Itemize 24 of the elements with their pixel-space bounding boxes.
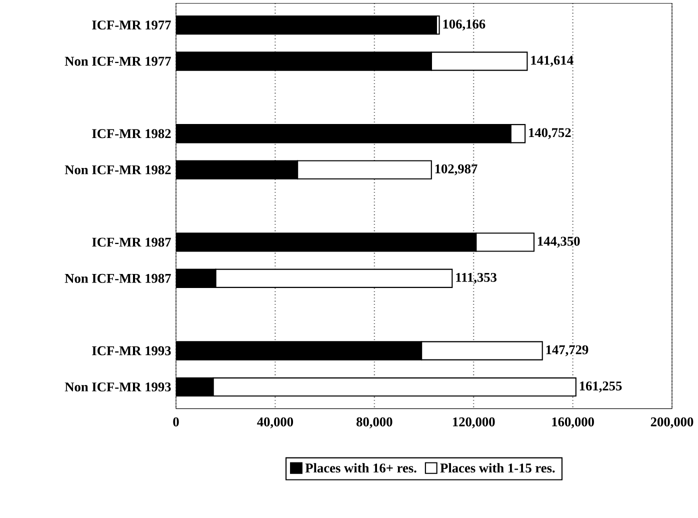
x-tick-label: 40,000 (257, 417, 294, 428)
y-tick-label: ICF-MR 1982 (92, 129, 171, 138)
total-label: 141,614 (531, 56, 574, 67)
y-tick-label: Non ICF-MR 1987 (64, 274, 171, 283)
y-tick-label: Non ICF-MR 1977 (64, 56, 171, 66)
total-label: 111,353 (456, 272, 497, 284)
y-tick-label: ICF-MR 1977 (92, 20, 171, 30)
y-tick-label: Non ICF-MR 1993 (64, 382, 171, 392)
total-label: 161,255 (580, 382, 622, 392)
y-tick-label: ICF-MR 1993 (92, 346, 171, 356)
total-label: 147,729 (546, 345, 588, 356)
total-label: 106,166 (443, 20, 486, 31)
x-tick-label: 160,000 (552, 417, 594, 428)
total-label: 102,987 (435, 164, 478, 176)
x-tick-label: 120,000 (453, 417, 495, 428)
legend-label: Places with 1-15 res. (440, 463, 555, 473)
y-tick-label: ICF-MR 1987 (92, 238, 171, 247)
x-tick-label: 80,000 (356, 417, 392, 428)
y-tick-label: Non ICF-MR 1982 (64, 165, 171, 174)
x-tick-label: 0 (173, 417, 179, 426)
x-tick-label: 200,000 (650, 417, 694, 428)
total-label: 140,752 (529, 128, 571, 140)
legend-label: Places with 16+ res. (305, 463, 416, 473)
total-label: 144,350 (538, 236, 580, 248)
